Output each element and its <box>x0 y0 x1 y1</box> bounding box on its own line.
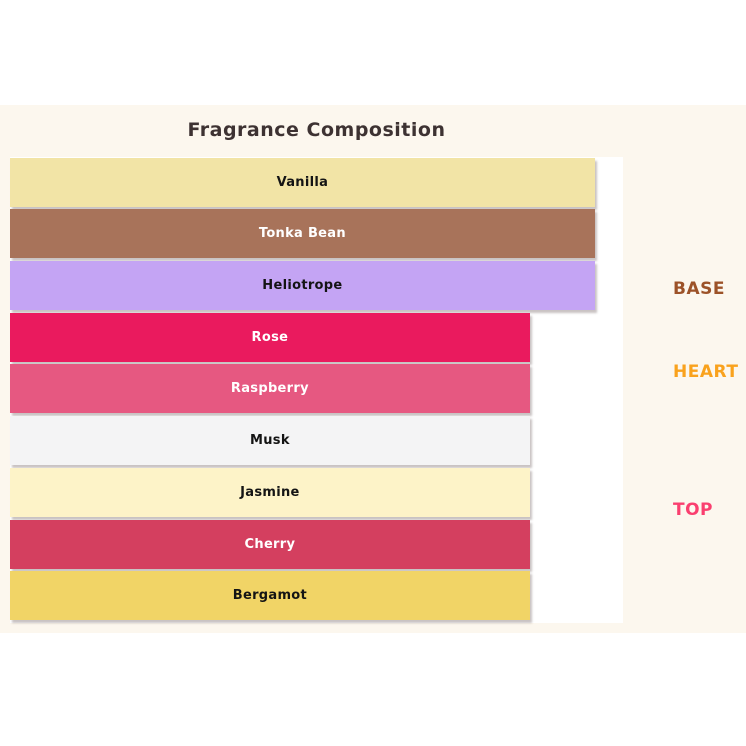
bar-row-musk: Musk <box>10 416 623 466</box>
figure-background: Fragrance Composition Vanilla Tonka Bean H… <box>0 105 746 633</box>
chart-title: Fragrance Composition <box>187 119 446 141</box>
bar-tonka-bean: Tonka Bean <box>10 209 595 258</box>
bar-row-bergamot: Bergamot <box>10 571 623 621</box>
bar-label: Vanilla <box>276 175 329 190</box>
bar-row-tonka-bean: Tonka Bean <box>10 209 623 259</box>
bar-rose: Rose <box>10 313 530 362</box>
bar-label: Heliotrope <box>262 278 343 293</box>
bar-label: Cherry <box>244 537 296 552</box>
bar-row-heliotrope: Heliotrope <box>10 261 623 311</box>
bar-vanilla: Vanilla <box>10 158 595 207</box>
bar-label: Tonka Bean <box>258 226 346 241</box>
bar-bergamot: Bergamot <box>10 571 530 620</box>
bar-row-cherry: Cherry <box>10 520 623 570</box>
bar-raspberry: Raspberry <box>10 364 530 413</box>
bar-row-jasmine: Jasmine <box>10 468 623 518</box>
bar-label: Musk <box>250 433 290 448</box>
bar-row-rose: Rose <box>10 313 623 363</box>
bar-label: Rose <box>251 330 289 345</box>
bar-row-vanilla: Vanilla <box>10 158 623 208</box>
plot-area: Vanilla Tonka Bean Heliotrope Rose Raspberry… <box>10 157 623 623</box>
bar-label: Bergamot <box>232 588 308 603</box>
bar-heliotrope: Heliotrope <box>10 261 595 310</box>
bar-cherry: Cherry <box>10 520 530 569</box>
bar-label: Raspberry <box>230 381 309 396</box>
bar-musk: Musk <box>10 416 530 465</box>
bar-row-raspberry: Raspberry <box>10 364 623 414</box>
bar-label: Jasmine <box>240 485 300 500</box>
bar-jasmine: Jasmine <box>10 468 530 517</box>
